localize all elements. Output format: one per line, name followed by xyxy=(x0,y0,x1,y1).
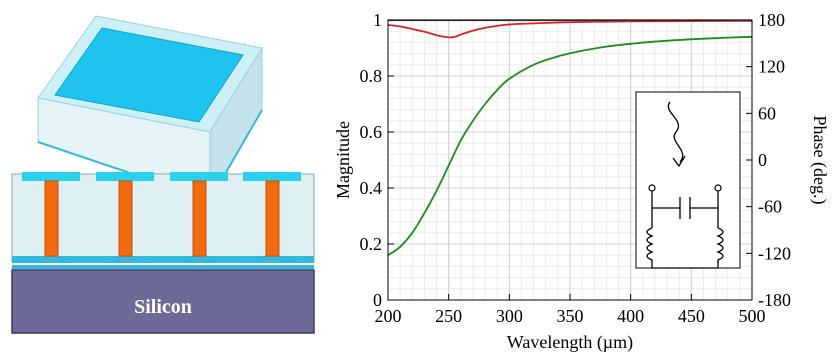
series-line-2 xyxy=(387,35,753,256)
silicon-label: Silicon xyxy=(134,296,192,318)
y-tick-label: 0.2 xyxy=(360,234,383,254)
circuit-wiring xyxy=(651,191,719,269)
y2-tick-label: 60 xyxy=(758,103,776,123)
via-pillar-1 xyxy=(44,180,59,257)
y2-tick-label: 180 xyxy=(758,10,785,30)
via-pillar-3 xyxy=(192,180,207,257)
silicon-substrate xyxy=(11,269,315,334)
x-tick-label: 200 xyxy=(375,306,402,326)
top-pad-4 xyxy=(243,172,301,181)
y2-tick-label: 0 xyxy=(758,150,767,170)
top-pad-1 xyxy=(22,172,80,181)
y2-tick-label: -60 xyxy=(758,197,782,217)
cross-section-illustration: Silicon xyxy=(11,172,315,334)
x-tick-label: 500 xyxy=(739,306,766,326)
x-axis-label: Wavelength (µm) xyxy=(507,332,633,353)
y-tick-label: 1 xyxy=(373,10,382,30)
y-tick-label: 0.6 xyxy=(360,122,383,142)
x-tick-label: 300 xyxy=(496,306,523,326)
terminal-left xyxy=(648,184,656,192)
x-tick-label: 350 xyxy=(557,306,584,326)
top-pad-2 xyxy=(96,172,154,181)
x-tick-label: 400 xyxy=(617,306,644,326)
radiation-arrow-icon xyxy=(672,155,686,168)
y-tick-label: 0 xyxy=(373,290,382,310)
chart-ticks: 200 250 300 350 400 450 500 0 0.2 0.4 0.6 0.8 1 -180 -… xyxy=(360,10,792,326)
ground-plane-lower xyxy=(12,265,314,269)
inset-frame xyxy=(635,91,741,269)
y-tick-label: 0.4 xyxy=(360,178,383,198)
y2-tick-label: -120 xyxy=(758,243,791,263)
chart: 200 250 300 350 400 450 500 0 0.2 0.4 0.6 0.8 1 -180 -… xyxy=(333,10,830,353)
y-axis-label: Magnitude xyxy=(333,121,353,199)
top-pad-3 xyxy=(170,172,228,181)
x-tick-label: 450 xyxy=(678,306,705,326)
inductor-left-icon xyxy=(646,227,654,262)
y2-axis-label: Phase (deg.) xyxy=(809,116,830,205)
radiation-wave-icon xyxy=(667,101,684,163)
pad-metal-top xyxy=(54,27,244,123)
dielectric-body xyxy=(11,173,315,263)
x-tick-label: 250 xyxy=(435,306,462,326)
via-pillar-4 xyxy=(265,180,280,257)
inductor-right-icon xyxy=(716,227,724,262)
terminal-right xyxy=(714,184,722,192)
via-pillar-2 xyxy=(118,180,133,257)
y2-tick-label: 120 xyxy=(758,57,785,77)
y2-tick-label: -180 xyxy=(758,290,791,310)
series-line-1 xyxy=(387,19,753,39)
y-tick-label: 0.8 xyxy=(360,66,383,86)
ground-plane xyxy=(12,256,314,263)
circuit-inset xyxy=(635,91,741,269)
